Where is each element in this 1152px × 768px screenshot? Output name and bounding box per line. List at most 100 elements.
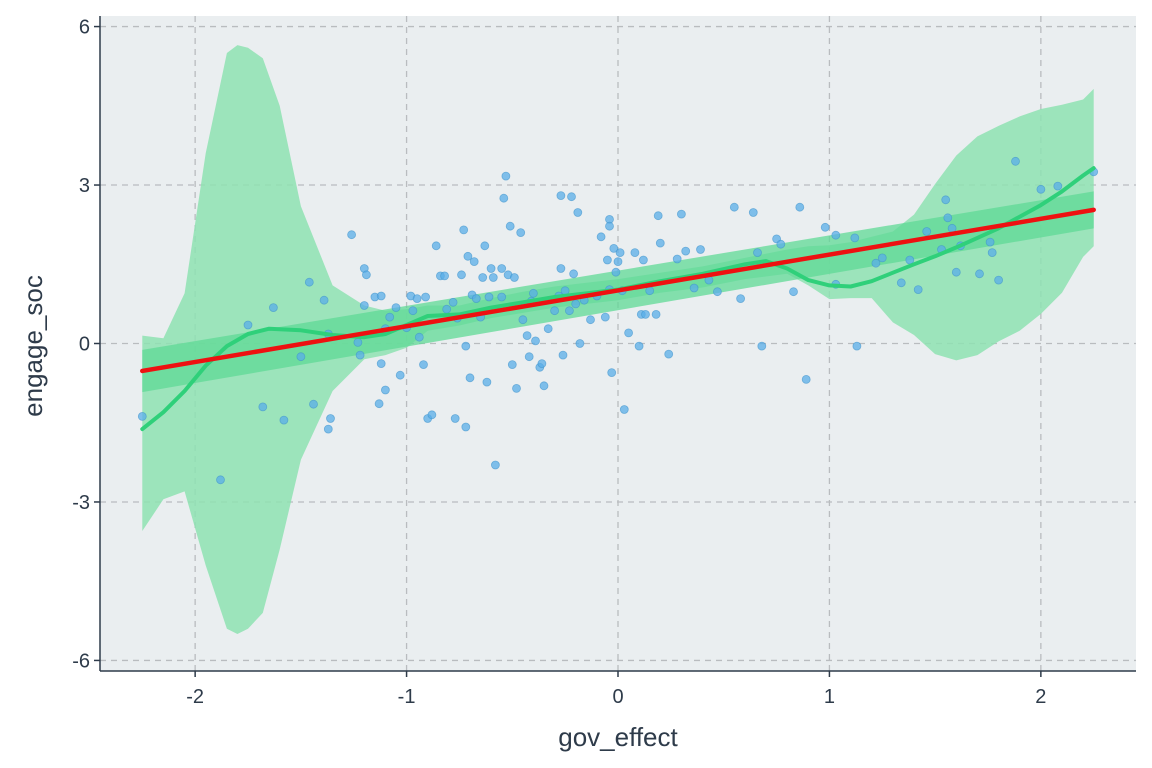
scatter-point-104 xyxy=(611,267,621,277)
scatter-point-22 xyxy=(376,359,386,369)
scatter-point-138 xyxy=(831,230,841,240)
scatter-point-119 xyxy=(664,349,674,359)
scatter-point-108 xyxy=(619,405,629,414)
scatter-point-3 xyxy=(258,402,268,412)
scatter-point-123 xyxy=(689,283,699,293)
scatter-point-131 xyxy=(757,341,767,351)
scatter-point-42 xyxy=(450,414,460,423)
tick-labels: -2 -1 0 1 2 -6 -3 0 3 6 xyxy=(72,17,1046,708)
scatter-point-58 xyxy=(486,264,496,273)
scatter-point-146 xyxy=(913,285,923,295)
scatter-point-85 xyxy=(558,350,568,360)
scatter-point-1 xyxy=(216,475,225,485)
y-tick-label-3: 3 xyxy=(79,175,90,197)
scatter-point-156 xyxy=(987,248,997,258)
scatter-point-109 xyxy=(624,328,633,338)
scatter-point-150 xyxy=(943,213,953,223)
scatter-point-120 xyxy=(672,254,682,264)
scatter-point-97 xyxy=(600,312,610,322)
scatter-point-60 xyxy=(490,460,500,470)
scatter-point-103 xyxy=(609,243,619,253)
scatter-point-36 xyxy=(427,410,437,420)
scatter-point-130 xyxy=(753,248,762,258)
scatter-points xyxy=(137,156,1099,485)
scatter-point-76 xyxy=(531,336,540,346)
scatter-point-37 xyxy=(431,241,441,251)
scatter-point-26 xyxy=(391,303,401,313)
scatter-point-135 xyxy=(795,202,805,212)
x-tick-label-2: 0 xyxy=(612,686,623,708)
scatter-point-106 xyxy=(615,248,625,258)
x-tick-label-0: -2 xyxy=(186,686,204,708)
y-tick-label-1: -3 xyxy=(72,492,90,514)
scatter-point-52 xyxy=(471,294,481,304)
scatter-point-157 xyxy=(994,275,1003,285)
y-axis-title: engage_soc xyxy=(18,275,48,417)
scatter-point-121 xyxy=(677,209,686,219)
scatter-point-20 xyxy=(376,291,386,301)
y-tick-label-0: -6 xyxy=(72,650,90,672)
scatter-point-2 xyxy=(243,320,253,330)
scatter-point-64 xyxy=(501,171,511,181)
scatter-point-84 xyxy=(556,264,566,273)
scatter-point-9 xyxy=(319,295,329,305)
scatter-point-122 xyxy=(681,246,691,256)
scatter-point-81 xyxy=(550,306,559,316)
scatter-point-41 xyxy=(448,297,458,307)
scatter-point-154 xyxy=(975,269,984,279)
scatter-point-105 xyxy=(613,257,623,267)
scatter-point-13 xyxy=(347,230,357,240)
scatter-point-56 xyxy=(482,377,492,387)
scatter-point-69 xyxy=(512,383,521,393)
scatter-point-15 xyxy=(355,350,365,360)
scatter-point-114 xyxy=(641,309,650,319)
scatter-point-129 xyxy=(748,208,758,217)
scatter-point-57 xyxy=(484,292,494,302)
scatter-point-49 xyxy=(465,373,475,383)
scatter-point-67 xyxy=(507,360,517,370)
scatter-point-5 xyxy=(279,415,289,425)
x-axis-title: gov_effect xyxy=(558,722,678,752)
scatter-point-7 xyxy=(304,277,314,287)
scatter-point-63 xyxy=(499,193,509,203)
scatter-point-62 xyxy=(497,264,507,273)
scatter-point-73 xyxy=(524,352,534,362)
scatter-point-142 xyxy=(871,258,881,268)
scatter-point-54 xyxy=(478,273,488,282)
x-tick-label-1: -1 xyxy=(398,686,416,708)
scatter-point-14 xyxy=(353,337,363,347)
scatter-point-152 xyxy=(951,267,961,277)
scatter-point-8 xyxy=(309,399,318,409)
scatter-point-6 xyxy=(296,352,306,362)
scatter-point-31 xyxy=(412,294,422,304)
scatter-point-117 xyxy=(653,211,663,221)
scatter-point-90 xyxy=(571,299,581,309)
scatter-point-102 xyxy=(607,368,617,378)
scatter-point-78 xyxy=(537,359,547,369)
scatter-point-44 xyxy=(457,270,466,280)
scatter-point-110 xyxy=(630,248,640,258)
scatter-point-48 xyxy=(463,251,473,261)
scatter-point-18 xyxy=(361,270,371,280)
scatter-point-59 xyxy=(488,273,498,282)
scatter-point-25 xyxy=(385,312,395,322)
scatter-point-126 xyxy=(713,287,722,297)
scatter-point-155 xyxy=(985,237,995,247)
scatter-point-94 xyxy=(586,315,595,325)
scatter-point-159 xyxy=(1036,184,1046,194)
scatter-point-127 xyxy=(729,202,739,212)
x-tick-label-4: 2 xyxy=(1035,686,1046,708)
scatter-point-24 xyxy=(380,385,390,395)
scatter-point-32 xyxy=(414,332,424,342)
fit-lines xyxy=(140,166,1096,432)
scatter-point-51 xyxy=(469,257,479,267)
scatter-point-34 xyxy=(421,292,431,302)
scatter-point-128 xyxy=(736,294,745,304)
scatter-point-160 xyxy=(1053,181,1063,191)
scatter-point-141 xyxy=(852,341,862,351)
scatter-point-83 xyxy=(556,191,566,201)
scatter-point-96 xyxy=(596,232,606,242)
scatter-point-91 xyxy=(573,208,583,217)
scatter-point-115 xyxy=(645,286,655,296)
